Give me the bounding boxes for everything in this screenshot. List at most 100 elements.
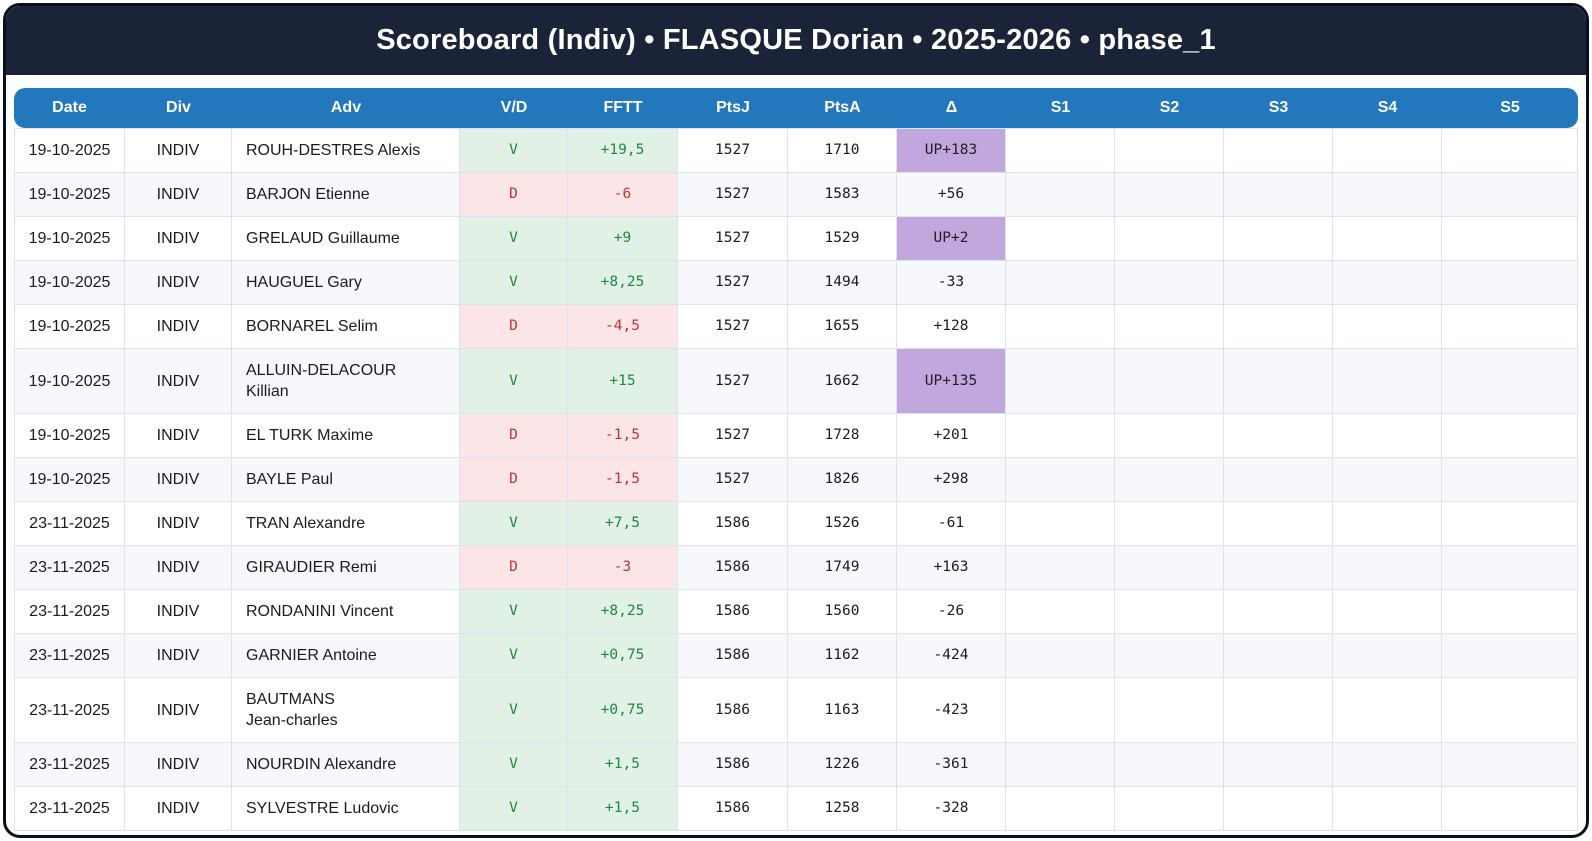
- column-header-vd: V/D: [460, 88, 568, 128]
- cell-vd: V: [460, 590, 568, 634]
- cell-vd: V: [460, 678, 568, 743]
- cell-fftt: -1,5: [568, 414, 678, 458]
- cell-s4: [1333, 128, 1442, 173]
- cell-s4: [1333, 502, 1442, 546]
- cell-ptsa: 1728: [788, 414, 897, 458]
- table-row: 19-10-2025 INDIV EL TURK Maxime D -1,5 1527 17…: [14, 414, 1578, 458]
- column-header-s4: S4: [1333, 88, 1442, 128]
- column-header-fftt: FFTT: [568, 88, 678, 128]
- cell-delta: -423: [897, 678, 1006, 743]
- cell-ptsj: 1586: [678, 590, 788, 634]
- cell-delta: -424: [897, 634, 1006, 678]
- cell-ptsa: 1162: [788, 634, 897, 678]
- cell-s5: [1442, 546, 1578, 590]
- cell-div: INDIV: [125, 743, 232, 787]
- cell-ptsj: 1586: [678, 678, 788, 743]
- cell-s5: [1442, 128, 1578, 173]
- cell-date: 23-11-2025: [14, 787, 125, 831]
- column-header-s2: S2: [1115, 88, 1224, 128]
- cell-s5: [1442, 678, 1578, 743]
- cell-div: INDIV: [125, 217, 232, 261]
- cell-s1: [1006, 414, 1115, 458]
- cell-fftt: +0,75: [568, 678, 678, 743]
- cell-fftt: +9: [568, 217, 678, 261]
- cell-date: 19-10-2025: [14, 349, 125, 414]
- cell-s1: [1006, 128, 1115, 173]
- cell-fftt: +0,75: [568, 634, 678, 678]
- cell-vd: D: [460, 546, 568, 590]
- cell-s3: [1224, 458, 1333, 502]
- cell-ptsa: 1226: [788, 743, 897, 787]
- cell-delta: -26: [897, 590, 1006, 634]
- cell-s4: [1333, 458, 1442, 502]
- cell-s5: [1442, 414, 1578, 458]
- cell-date: 23-11-2025: [14, 634, 125, 678]
- cell-s4: [1333, 414, 1442, 458]
- scoreboard-card: Scoreboard (Indiv) • FLASQUE Dorian • 20…: [3, 3, 1589, 838]
- cell-ptsj: 1527: [678, 414, 788, 458]
- cell-ptsa: 1526: [788, 502, 897, 546]
- table-row: 19-10-2025 INDIV BAYLE Paul D -1,5 1527 1826 +2…: [14, 458, 1578, 502]
- cell-adv: BORNAREL Selim: [232, 305, 460, 349]
- cell-ptsj: 1527: [678, 349, 788, 414]
- cell-adv: NOURDIN Alexandre: [232, 743, 460, 787]
- cell-ptsa: 1662: [788, 349, 897, 414]
- cell-adv: EL TURK Maxime: [232, 414, 460, 458]
- page-title: Scoreboard (Indiv) • FLASQUE Dorian • 20…: [376, 24, 1216, 56]
- column-header-s5: S5: [1442, 88, 1578, 128]
- cell-delta: +128: [897, 305, 1006, 349]
- cell-s2: [1115, 349, 1224, 414]
- cell-s2: [1115, 502, 1224, 546]
- table-row: 23-11-2025 INDIV GARNIER Antoine V +0,75 1586…: [14, 634, 1578, 678]
- column-header-div: Div: [125, 88, 232, 128]
- cell-date: 19-10-2025: [14, 305, 125, 349]
- cell-adv: GARNIER Antoine: [232, 634, 460, 678]
- column-header-ptsa: PtsA: [788, 88, 897, 128]
- cell-delta: -33: [897, 261, 1006, 305]
- cell-s3: [1224, 787, 1333, 831]
- cell-s3: [1224, 678, 1333, 743]
- cell-s5: [1442, 787, 1578, 831]
- cell-vd: V: [460, 261, 568, 305]
- cell-s3: [1224, 414, 1333, 458]
- cell-s3: [1224, 634, 1333, 678]
- cell-s5: [1442, 458, 1578, 502]
- cell-s4: [1333, 261, 1442, 305]
- cell-date: 19-10-2025: [14, 217, 125, 261]
- cell-div: INDIV: [125, 128, 232, 173]
- cell-adv: TRAN Alexandre: [232, 502, 460, 546]
- table-row: 23-11-2025 INDIV TRAN Alexandre V +7,5 1586 15…: [14, 502, 1578, 546]
- cell-delta: +163: [897, 546, 1006, 590]
- cell-vd: D: [460, 173, 568, 217]
- cell-ptsa: 1749: [788, 546, 897, 590]
- cell-div: INDIV: [125, 173, 232, 217]
- cell-fftt: -3: [568, 546, 678, 590]
- column-header-s3: S3: [1224, 88, 1333, 128]
- cell-s4: [1333, 634, 1442, 678]
- cell-date: 19-10-2025: [14, 173, 125, 217]
- cell-vd: V: [460, 349, 568, 414]
- cell-date: 19-10-2025: [14, 414, 125, 458]
- cell-adv: ALLUIN-DELACOUR Killian: [232, 349, 460, 414]
- cell-ptsj: 1527: [678, 261, 788, 305]
- cell-fftt: +1,5: [568, 743, 678, 787]
- cell-s5: [1442, 590, 1578, 634]
- cell-fftt: +15: [568, 349, 678, 414]
- cell-ptsj: 1586: [678, 502, 788, 546]
- column-header-adv: Adv: [232, 88, 460, 128]
- cell-s2: [1115, 678, 1224, 743]
- table-header: Date Div Adv V/D FFTT PtsJ PtsA Δ S1 S2 …: [14, 88, 1578, 128]
- cell-fftt: +8,25: [568, 590, 678, 634]
- cell-s5: [1442, 743, 1578, 787]
- cell-ptsj: 1527: [678, 458, 788, 502]
- cell-delta: -361: [897, 743, 1006, 787]
- cell-date: 19-10-2025: [14, 458, 125, 502]
- cell-adv: SYLVESTRE Ludovic: [232, 787, 460, 831]
- cell-adv: RONDANINI Vincent: [232, 590, 460, 634]
- cell-ptsa: 1494: [788, 261, 897, 305]
- cell-adv: BAYLE Paul: [232, 458, 460, 502]
- cell-vd: V: [460, 502, 568, 546]
- cell-s1: [1006, 173, 1115, 217]
- cell-delta: +56: [897, 173, 1006, 217]
- table-row: 23-11-2025 INDIV RONDANINI Vincent V +8,25 15…: [14, 590, 1578, 634]
